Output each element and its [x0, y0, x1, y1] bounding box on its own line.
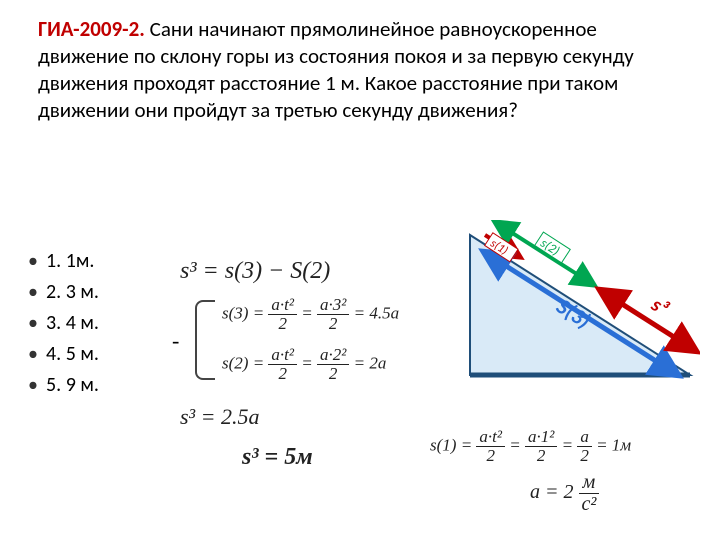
- fraction: a·t²2: [476, 428, 505, 465]
- answer-item: •2. 3 м.: [28, 277, 99, 308]
- equation-25a: s³ = 2.5a: [180, 404, 260, 430]
- eq-part: =: [301, 353, 312, 372]
- fraction: a·t²2: [268, 296, 297, 333]
- answer-text: 4. 5 м.: [46, 342, 99, 366]
- eq-part: s(2) =: [222, 353, 264, 372]
- label-s3r: s³: [646, 292, 673, 321]
- fraction: a·3²2: [317, 296, 349, 333]
- eq-part: =: [509, 435, 520, 454]
- answer-item: •4. 5 м.: [28, 339, 99, 370]
- eq-part: s(3) =: [222, 303, 264, 322]
- answer-text: 3. 4 м.: [46, 311, 99, 335]
- equation-s2: s(2) = a·t²2 = a·2²2 = 2a: [222, 346, 386, 383]
- answer-text: 1. 1м.: [46, 249, 94, 273]
- bracket-icon: [195, 300, 215, 380]
- fraction: a2: [577, 428, 592, 465]
- eq-part: = 1м: [596, 435, 631, 454]
- problem-header: ГИА-2009-2.: [38, 16, 145, 42]
- triangle-diagram: s(1) s(2) S(3) s³: [440, 220, 700, 390]
- answer-item: •3. 4 м.: [28, 308, 99, 339]
- equation-s3: s(3) = a·t²2 = a·3²2 = 4.5a: [222, 296, 399, 333]
- answer-item: •5. 9 м.: [28, 370, 99, 401]
- answer-text: 2. 3 м.: [46, 280, 99, 304]
- answer-item: •1. 1м.: [28, 246, 99, 277]
- equation-a: a = 2 мс²: [530, 472, 599, 515]
- minus-sign: -: [172, 328, 179, 354]
- problem-text: ГИА-2009-2. Сани начинают прямолинейное …: [38, 16, 678, 124]
- fraction: мс²: [579, 472, 600, 515]
- equation-main: s³ = s(3) − S(2): [180, 258, 330, 285]
- svg-text:s³: s³: [646, 292, 673, 321]
- equation-s1: s(1) = a·t²2 = a·1²2 = a2 = 1м: [430, 428, 631, 465]
- eq-part: = 4.5a: [354, 303, 399, 322]
- eq-part: =: [301, 303, 312, 322]
- fraction: a·1²2: [525, 428, 557, 465]
- fraction: a·t²2: [268, 346, 297, 383]
- fraction: a·2²2: [317, 346, 349, 383]
- answer-text: 5. 9 м.: [46, 373, 99, 397]
- eq-part: = 2a: [354, 353, 387, 372]
- eq-part: s(1) =: [430, 435, 472, 454]
- answer-list: •1. 1м. •2. 3 м. •3. 4 м. •4. 5 м. •5. 9…: [28, 246, 99, 401]
- equation-5m: s³ = 5м: [242, 444, 313, 471]
- eq-part: a = 2: [530, 481, 574, 503]
- eq-part: =: [562, 435, 573, 454]
